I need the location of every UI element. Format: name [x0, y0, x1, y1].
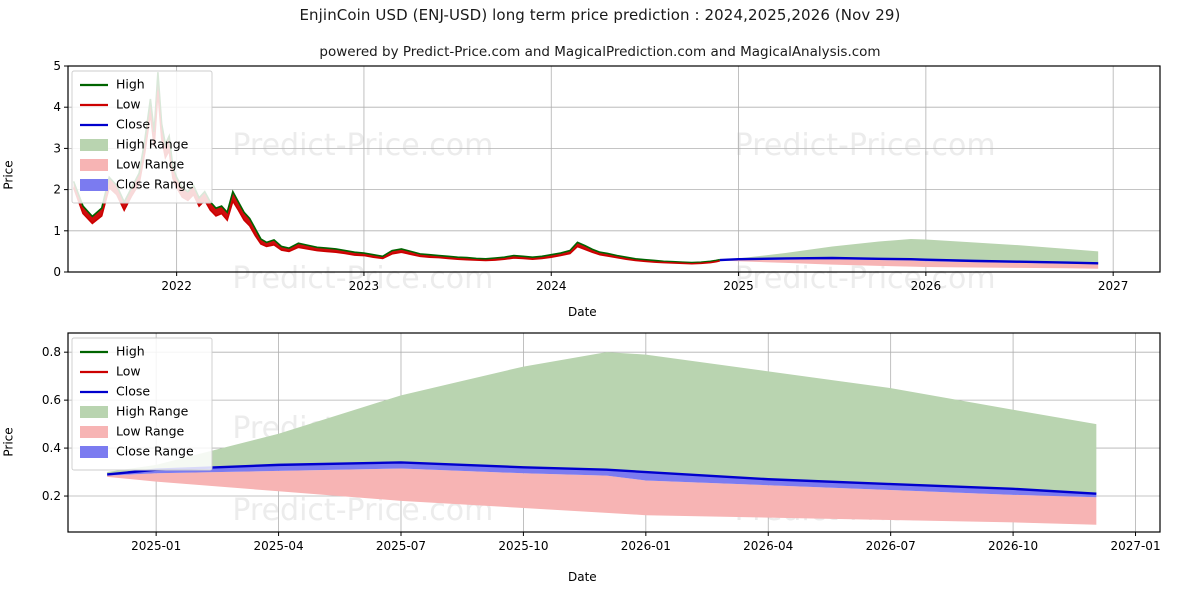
x-tick-label: 2025-07: [376, 539, 426, 553]
tick-layer: 2022 2023 2024 2025 2026 2027 0 1 2 3 4 5: [53, 59, 1128, 293]
top-chart-y-axis-label: Price: [1, 160, 16, 190]
legend-patch-swatch: [80, 159, 108, 171]
watermark-text: Predict-Price.com: [232, 128, 493, 163]
close-forecast-line: [719, 256, 1099, 265]
legend-patch-swatch: [80, 406, 108, 418]
close-range-band: [107, 462, 1097, 498]
legend-item-label: Low: [116, 364, 141, 379]
top-chart-svg: Predict-Price.com Predict-Price.com Predic…: [53, 59, 1161, 296]
x-tick-label: 2025-01: [131, 539, 181, 553]
x-tick-label: 2026-10: [988, 539, 1038, 553]
x-tick-label: 2026-04: [743, 539, 793, 553]
legend-item-label: Close Range: [116, 177, 194, 192]
y-tick-label: 1: [53, 224, 61, 238]
bottom-chart-svg: Predict-Price.comPredict-Price.comPredic…: [42, 332, 1161, 553]
x-tick-label: 2026: [911, 279, 942, 293]
chart-title: EnjinCoin USD (ENJ-USD) long term price …: [299, 6, 901, 24]
tick-layer: 2025-01 2025-04 2025-07 2025-10 2026-01 2026-…: [42, 345, 1161, 553]
y-tick-label: 0.8: [42, 345, 61, 359]
legend-item-label: High Range: [116, 404, 189, 419]
bottom-chart-x-axis-label: Date: [568, 570, 597, 584]
legend-patch-swatch: [80, 139, 108, 151]
top-chart-axes: Predict-Price.com Predict-Price.com Predic…: [53, 59, 1161, 296]
plot-border: [67, 332, 1161, 533]
gridlines: [68, 65, 1160, 273]
x-tick-label: 2023: [349, 279, 380, 293]
y-tick-label: 0.4: [42, 441, 61, 455]
legend-item-label: High Range: [116, 137, 189, 152]
y-tick-label: 2: [53, 183, 61, 197]
legend-item-label: Low Range: [116, 424, 185, 439]
low-range-band: [719, 259, 1099, 269]
plot-border: [67, 65, 1161, 273]
legend-patch-swatch: [80, 426, 108, 438]
legend-item-label: Low Range: [116, 157, 185, 172]
y-tick-label: 4: [53, 100, 61, 114]
x-tick-label: 2027-01: [1110, 539, 1160, 553]
y-tick-label: 5: [53, 59, 61, 73]
x-tick-label: 2026-07: [866, 539, 916, 553]
x-tick-label: 2022: [161, 279, 192, 293]
high-range-band: [107, 352, 1097, 494]
watermark-layer: Predict-Price.com Predict-Price.com Predic…: [232, 128, 995, 296]
legend-item-label: High: [116, 344, 145, 359]
legend-item-label: Low: [116, 97, 141, 112]
legend-item-label: Close: [116, 384, 150, 399]
low-range-band: [107, 468, 1097, 525]
y-tick-label: 0: [53, 265, 61, 279]
y-tick-label: 0.2: [42, 489, 61, 503]
x-tick-label: 2026-01: [621, 539, 671, 553]
x-tick-label: 2025-04: [253, 539, 303, 553]
legend-item-label: Close Range: [116, 444, 194, 459]
bottom-chart-axes: Predict-Price.comPredict-Price.comPredic…: [0, 320, 1200, 600]
x-tick-label: 2025: [723, 279, 754, 293]
legend: High Low Close High Range Low Range Close Ran…: [71, 70, 213, 204]
watermark-text: Predict-Price.com: [735, 128, 996, 163]
chart-subtitle: powered by Predict-Price.com and Magical…: [319, 44, 881, 60]
close-range-band: [719, 257, 1099, 265]
x-tick-label: 2025-10: [498, 539, 548, 553]
watermark-text: Predict-Price.com: [232, 261, 493, 296]
x-tick-label: 2027: [1098, 279, 1129, 293]
bottom-chart-y-axis-label: Price: [1, 427, 16, 457]
top-chart-x-axis-label: Date: [568, 305, 597, 319]
legend-item-label: High: [116, 77, 145, 92]
legend-item-label: Close: [116, 117, 150, 132]
x-tick-label: 2024: [536, 279, 567, 293]
y-tick-label: 3: [53, 141, 61, 155]
close-forecast-line: [107, 461, 1097, 495]
legend: High Low Close High Range Low Range Close Ran…: [71, 337, 213, 471]
legend-patch-swatch: [80, 446, 108, 458]
y-tick-label: 0.6: [42, 393, 61, 407]
legend-patch-swatch: [80, 179, 108, 191]
